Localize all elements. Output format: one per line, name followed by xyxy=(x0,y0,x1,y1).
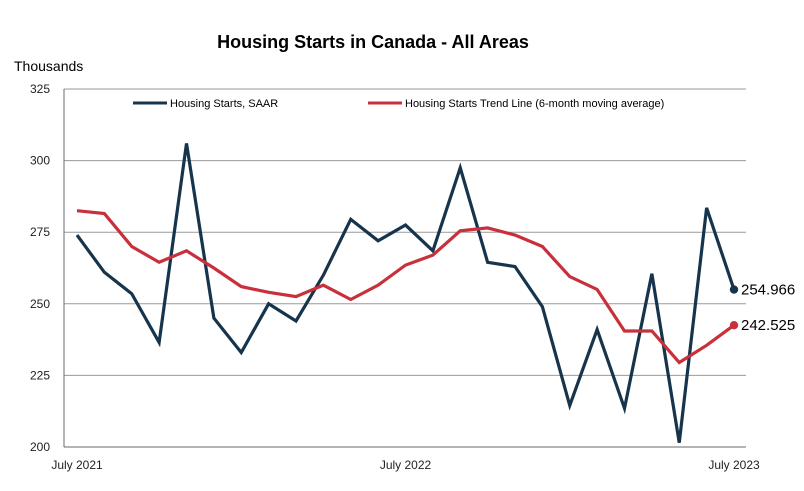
x-tick-label: July 2023 xyxy=(708,458,760,472)
legend-label-2: Housing Starts Trend Line (6-month movin… xyxy=(405,98,664,110)
y-axis-label: Thousands xyxy=(14,58,84,74)
y-tick-label: 325 xyxy=(30,82,50,96)
series-end-point-1 xyxy=(729,285,739,294)
series-line-2 xyxy=(76,209,735,365)
y-tick-label: 225 xyxy=(30,368,50,382)
series-end-point-2 xyxy=(729,321,739,330)
y-tick-label: 200 xyxy=(30,440,50,454)
x-tick-label: July 2022 xyxy=(380,458,432,472)
y-tick-label: 300 xyxy=(30,154,50,168)
series-end-label-2: 242.525 xyxy=(741,317,795,334)
legend-label-1: Housing Starts, SAAR xyxy=(170,98,278,110)
y-tick-label: 250 xyxy=(30,297,50,311)
series-line-1 xyxy=(75,143,736,443)
series-end-label-1: 254.966 xyxy=(741,282,795,299)
y-tick-label: 275 xyxy=(30,225,50,239)
chart-title: Housing Starts in Canada - All Areas xyxy=(217,32,529,52)
x-tick-label: July 2021 xyxy=(51,458,103,472)
